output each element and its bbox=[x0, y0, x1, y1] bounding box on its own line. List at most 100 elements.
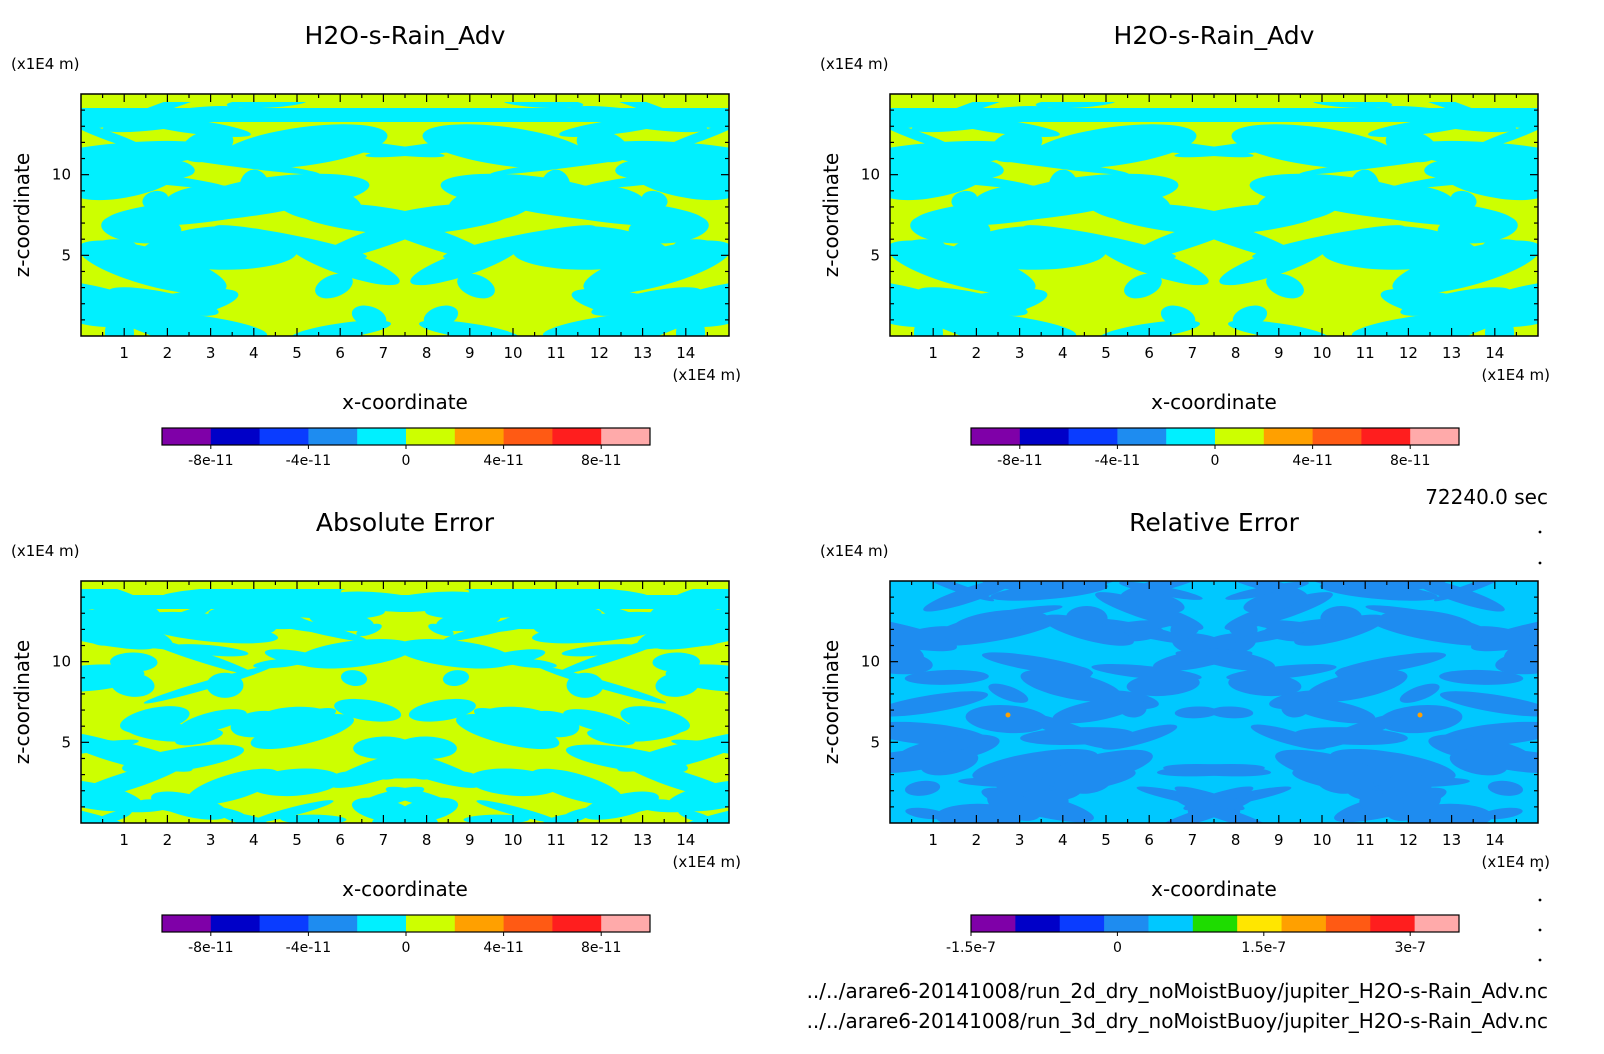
x-tick-label: 11 bbox=[547, 344, 566, 362]
colorbar-label: 3e-7 bbox=[1394, 940, 1425, 956]
colorbar: -8e-11 -4e-11 0 4e-11 8e-11 bbox=[161, 914, 651, 956]
panel-4: Relative Error(x1E4 m)1 2 3 4 5 6 7 8 9 10 11 12 13 1… bbox=[819, 508, 1550, 956]
colorbar-label: -1.5e-7 bbox=[946, 940, 996, 956]
colorbar-swatch bbox=[552, 428, 602, 445]
colorbar-swatch bbox=[1068, 428, 1118, 445]
y-tick-label: 10 bbox=[52, 653, 71, 671]
colorbar-swatch bbox=[1263, 428, 1314, 445]
colorbar-label: -8e-11 bbox=[997, 453, 1042, 469]
x-tick-label: 5 bbox=[292, 344, 302, 362]
x-tick-label: 1 bbox=[928, 344, 938, 362]
colorbar-label: -4e-11 bbox=[286, 940, 331, 956]
colorbar-label: 0 bbox=[1113, 940, 1122, 956]
colorbar-swatch bbox=[259, 915, 309, 932]
x-tick-label: 12 bbox=[1399, 831, 1418, 849]
x-tick-label: 10 bbox=[503, 344, 522, 362]
hotspot-mark bbox=[1005, 712, 1011, 718]
footer-file-path-3d: ../../arare6-20141008/run_3d_dry_noMoist… bbox=[807, 1009, 1548, 1033]
colorbar-swatch bbox=[210, 428, 261, 445]
x-tick-label: 4 bbox=[1058, 344, 1068, 362]
colorbar: -1.5e-7 0 1.5e-7 3e-7 bbox=[946, 914, 1460, 956]
y-axis-label: z-coordinate bbox=[10, 153, 34, 277]
contour-field bbox=[890, 581, 1538, 823]
x-axis-label: x-coordinate bbox=[1151, 390, 1277, 414]
x-tick-label: 8 bbox=[422, 344, 432, 362]
x-tick-label: 14 bbox=[1485, 344, 1504, 362]
colorbar-swatch bbox=[406, 915, 456, 932]
x-tick-label: 3 bbox=[1015, 344, 1025, 362]
x-tick-label: 12 bbox=[1399, 344, 1418, 362]
colorbar-swatch bbox=[454, 428, 505, 445]
x-tick-label: 4 bbox=[1058, 831, 1068, 849]
footer-file-path-2d: ../../arare6-20141008/run_2d_dry_noMoist… bbox=[807, 979, 1548, 1003]
colorbar-swatch bbox=[971, 915, 1016, 932]
margin-dot bbox=[1538, 958, 1542, 962]
contour-field bbox=[81, 581, 729, 823]
margin-dot bbox=[1538, 561, 1542, 565]
colorbar-swatch bbox=[406, 428, 456, 445]
colorbar-swatch bbox=[1370, 915, 1416, 932]
panel-title: Relative Error bbox=[1129, 508, 1299, 537]
panel-title: H2O-s-Rain_Adv bbox=[305, 21, 506, 50]
x-tick-label: 7 bbox=[1188, 344, 1198, 362]
y-unit-label: (x1E4 m) bbox=[820, 55, 889, 73]
margin-dot bbox=[1538, 928, 1542, 932]
y-tick-label: 5 bbox=[61, 246, 71, 264]
x-tick-label: 5 bbox=[1101, 344, 1111, 362]
x-tick-label: 11 bbox=[1356, 831, 1375, 849]
x-tick-label: 11 bbox=[1356, 344, 1375, 362]
x-tick-label: 6 bbox=[335, 344, 345, 362]
x-tick-label: 7 bbox=[1188, 831, 1198, 849]
x-tick-label: 9 bbox=[1274, 831, 1284, 849]
margin-dot bbox=[1538, 898, 1542, 902]
x-tick-label: 8 bbox=[1231, 344, 1241, 362]
x-tick-label: 13 bbox=[1442, 831, 1461, 849]
x-tick-label: 8 bbox=[1231, 831, 1241, 849]
colorbar-label: 8e-11 bbox=[1390, 453, 1430, 469]
colorbar-swatch bbox=[1117, 428, 1167, 445]
x-tick-label: 6 bbox=[1144, 831, 1154, 849]
x-tick-label: 2 bbox=[972, 831, 982, 849]
colorbar-swatch bbox=[1059, 915, 1105, 932]
time-label: 72240.0 sec bbox=[1425, 485, 1548, 509]
y-tick-label: 10 bbox=[861, 653, 880, 671]
y-unit-label: (x1E4 m) bbox=[11, 55, 80, 73]
x-tick-label: 9 bbox=[465, 831, 475, 849]
x-tick-label: 12 bbox=[590, 344, 609, 362]
panel-title: H2O-s-Rain_Adv bbox=[1114, 21, 1315, 50]
x-tick-label: 10 bbox=[1312, 344, 1331, 362]
colorbar-label: 0 bbox=[402, 940, 411, 956]
margin-dot bbox=[1538, 868, 1542, 872]
x-tick-label: 3 bbox=[206, 831, 216, 849]
colorbar-swatch bbox=[308, 428, 358, 445]
x-tick-label: 10 bbox=[1312, 831, 1331, 849]
y-tick-label: 5 bbox=[870, 246, 880, 264]
y-axis-label: z-coordinate bbox=[10, 640, 34, 764]
x-tick-label: 6 bbox=[1144, 344, 1154, 362]
colorbar-swatch bbox=[1148, 915, 1194, 932]
x-axis-label: x-coordinate bbox=[342, 877, 468, 901]
y-tick-label: 10 bbox=[52, 166, 71, 184]
x-tick-label: 13 bbox=[633, 344, 652, 362]
colorbar-swatch bbox=[210, 915, 261, 932]
colorbar-swatch bbox=[357, 915, 407, 932]
x-tick-label: 10 bbox=[503, 831, 522, 849]
x-tick-label: 4 bbox=[249, 831, 259, 849]
colorbar-label: 0 bbox=[402, 453, 411, 469]
y-axis-label: z-coordinate bbox=[819, 640, 843, 764]
x-tick-label: 13 bbox=[633, 831, 652, 849]
y-tick-label: 10 bbox=[861, 166, 880, 184]
x-tick-label: 12 bbox=[590, 831, 609, 849]
colorbar-swatch bbox=[1361, 428, 1411, 445]
panel-3: Absolute Error(x1E4 m)1 2 3 4 5 6 7 8 9 10 11 12 13 1… bbox=[10, 508, 741, 956]
panel-1: H2O-s-Rain_Adv(x1E4 m)1 2 3 4 5 6 7 8 9 10 11 12 13 1… bbox=[10, 21, 741, 469]
x-tick-label: 4 bbox=[249, 344, 259, 362]
colorbar-swatch bbox=[162, 915, 212, 932]
hotspot-mark bbox=[1417, 712, 1423, 718]
colorbar-swatch bbox=[552, 915, 602, 932]
colorbar-label: 8e-11 bbox=[581, 453, 621, 469]
colorbar: -8e-11 -4e-11 0 4e-11 8e-11 bbox=[970, 427, 1460, 469]
x-unit-label: (x1E4 m) bbox=[1481, 853, 1550, 871]
colorbar-swatch bbox=[601, 428, 651, 445]
colorbar-swatch bbox=[259, 428, 309, 445]
